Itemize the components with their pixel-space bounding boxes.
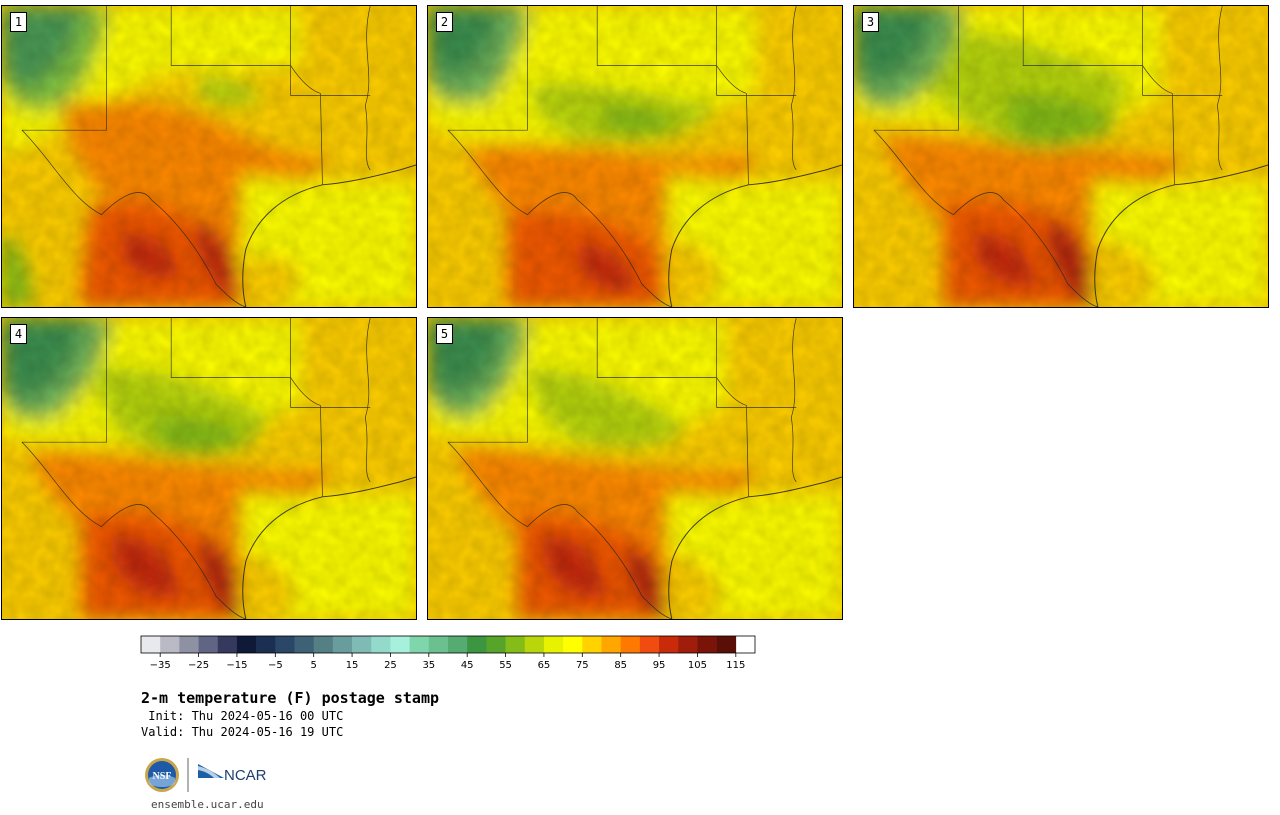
panel-number-label: 3 <box>862 12 879 32</box>
colorbar-swatch <box>332 636 353 653</box>
colorbar-swatch <box>467 636 487 653</box>
colorbar-tick-label: 45 <box>461 660 474 671</box>
nsf-logo-icon: NSF <box>145 758 179 792</box>
colorbar-swatch <box>524 636 545 653</box>
colorbar-swatch <box>179 636 199 653</box>
forecast-map-panel-3: 3 <box>853 5 1269 308</box>
colorbar-swatch <box>160 636 180 653</box>
colorbar-tick-label: 85 <box>614 660 627 671</box>
colorbar-frame <box>140 635 756 654</box>
colorbar-swatch <box>371 636 391 653</box>
colorbar-tick-label: 105 <box>688 660 707 671</box>
colorbar-swatch <box>448 636 468 653</box>
temperature-map-4 <box>2 318 416 619</box>
colorbar-swatch <box>639 636 660 653</box>
forecast-map-panel-2: 2 <box>427 5 843 308</box>
forecast-map-panel-1: 1 <box>1 5 417 308</box>
colorbar-swatch <box>198 636 219 653</box>
colorbar-swatch <box>620 636 641 653</box>
colorbar-swatch <box>313 636 334 653</box>
panel-number-label: 4 <box>10 324 27 344</box>
init-time: Init: Thu 2024-05-16 00 UTC <box>141 709 344 723</box>
valid-time: Valid: Thu 2024-05-16 19 UTC <box>141 725 344 739</box>
sponsor-logos: NSF NCAR <box>145 758 267 792</box>
forecast-map-panel-5: 5 <box>427 317 843 620</box>
colorbar-swatch <box>659 636 679 653</box>
temperature-map-1 <box>2 6 416 307</box>
temperature-colorbar: −35 −25 −15 −5 5 15 25 35 45 55 65 75 85 95 105 115 <box>140 635 756 671</box>
colorbar-swatch <box>697 636 717 653</box>
colorbar-swatch <box>428 636 449 653</box>
colorbar-swatch <box>505 636 526 653</box>
colorbar-swatch <box>563 636 583 653</box>
nsf-logo-text: NSF <box>153 771 172 782</box>
colorbar-tick-label: 65 <box>538 660 551 671</box>
panel-number-label: 2 <box>436 12 453 32</box>
colorbar-swatch <box>543 636 564 653</box>
map-title: 2-m temperature (F) postage stamp <box>141 689 440 707</box>
colorbar-swatch <box>390 636 410 653</box>
colorbar-tick-label: −35 <box>150 660 171 671</box>
temperature-map-5 <box>428 318 842 619</box>
colorbar-swatch <box>256 636 276 653</box>
colorbar-swatch <box>601 636 621 653</box>
colorbar-tick-label: 75 <box>576 660 589 671</box>
colorbar-swatch <box>716 636 737 653</box>
panel-number-label: 1 <box>10 12 27 32</box>
colorbar-tick-label: 95 <box>653 660 666 671</box>
colorbar-tick-label: 15 <box>346 660 359 671</box>
temperature-map-2 <box>428 6 842 307</box>
temperature-map-3 <box>854 6 1268 307</box>
colorbar-swatch <box>236 636 257 653</box>
colorbar-swatch <box>486 636 506 653</box>
colorbar-tick-label: −15 <box>226 660 247 671</box>
colorbar-tick-label: 5 <box>311 660 317 671</box>
site-url: ensemble.ucar.edu <box>151 798 264 811</box>
colorbar-tick-label: 115 <box>726 660 745 671</box>
colorbar-tick-label: 55 <box>499 660 512 671</box>
colorbar-tick-label: 35 <box>422 660 435 671</box>
ncar-logo-text: NCAR <box>224 767 267 784</box>
colorbar-tick-label: −5 <box>268 660 283 671</box>
colorbar-swatch <box>217 636 238 653</box>
title-block: 2-m temperature (F) postage stamp Init: … <box>141 688 439 740</box>
colorbar-swatch <box>678 636 698 653</box>
colorbar-swatch <box>294 636 314 653</box>
colorbar-tick-label: −25 <box>188 660 209 671</box>
colorbar-swatch <box>141 636 161 653</box>
colorbar-swatch <box>352 636 372 653</box>
colorbar-swatch <box>582 636 602 653</box>
panel-number-label: 5 <box>436 324 453 344</box>
colorbar-tick-label: 25 <box>384 660 397 671</box>
ncar-logo-icon: NCAR <box>198 764 267 784</box>
forecast-map-panel-4: 4 <box>1 317 417 620</box>
colorbar-swatch <box>275 636 295 653</box>
colorbar-swatch <box>409 636 430 653</box>
